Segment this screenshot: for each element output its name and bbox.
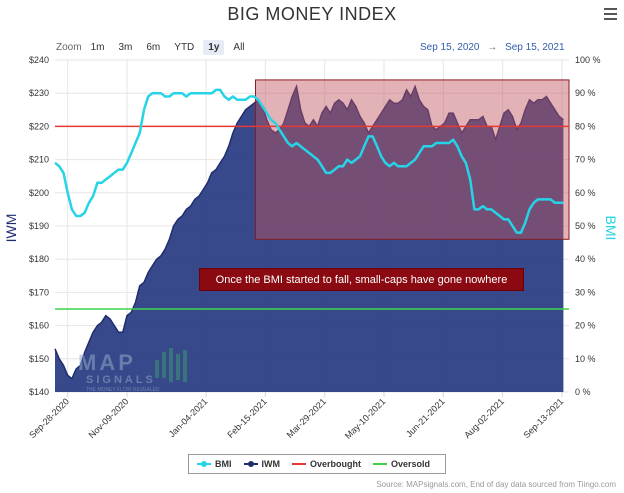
y-left-tick-label: $200: [29, 188, 49, 198]
hamburger-menu-icon[interactable]: [604, 8, 617, 20]
logo-mark-bar: [183, 350, 187, 382]
legend-oversold-label: Oversold: [391, 459, 431, 469]
logo-mark-bar: [169, 348, 173, 382]
zoom-label: Zoom: [56, 42, 82, 53]
logo-mark-bar: [162, 352, 166, 378]
y-left-tick-label: $230: [29, 88, 49, 98]
x-tick-label: Aug-02-2021: [462, 396, 506, 440]
x-tick-label: May-10-2021: [343, 396, 388, 441]
y-left-tick-label: $190: [29, 221, 49, 231]
highlight-region: [255, 79, 570, 240]
logo-mark-bar: [176, 354, 180, 380]
x-tick-label: Mar-29-2021: [285, 396, 329, 440]
zoom-all-button[interactable]: All: [233, 42, 245, 53]
source-credit: Source: MAPsignals.com, End of day data …: [376, 480, 616, 489]
y-right-tick-label: 90 %: [575, 88, 596, 98]
zoom-6m-button[interactable]: 6m: [146, 42, 161, 53]
range-from[interactable]: Sep 15, 2020: [420, 42, 480, 53]
y-right-tick-label: 10 %: [575, 354, 596, 364]
zoom-bar: Zoom 1m 3m 6m YTD 1y All: [56, 40, 254, 55]
y-right-axis-title: BMI: [603, 216, 619, 241]
y-right-tick-label: 30 %: [575, 287, 596, 297]
y-right-tick-label: 40 %: [575, 254, 596, 264]
legend-bmi-label: BMI: [215, 459, 232, 469]
y-left-tick-label: $170: [29, 287, 49, 297]
x-tick-label: Nov-09-2020: [87, 396, 131, 440]
zoom-1m-button[interactable]: 1m: [90, 42, 105, 53]
bmi-line: [54, 88, 564, 234]
x-tick-label: Sep-13-2021: [521, 396, 565, 440]
logo-text: MAP: [78, 350, 136, 375]
y-left-tick-label: $210: [29, 155, 49, 165]
y-right-tick-label: 80 %: [575, 121, 596, 131]
annotation-box: Once the BMI started to fall, small-caps…: [199, 268, 524, 291]
legend-iwm-swatch: [243, 461, 258, 467]
x-tick-label: Sep-28-2020: [27, 396, 71, 440]
y-right-tick-label: 0 %: [575, 387, 591, 397]
legend-overbought-label: Overbought: [310, 459, 361, 469]
legend-overbought-swatch: [292, 463, 306, 465]
map-signals-logo: MAP SIGNALS THE MONEY FLOW REVEALED: [78, 344, 188, 394]
y-left-tick-label: $180: [29, 254, 49, 264]
range-to[interactable]: Sep 15, 2021: [505, 42, 565, 53]
date-range: Sep 15, 2020 → Sep 15, 2021: [420, 42, 565, 53]
y-left-axis-title: IWM: [3, 214, 19, 243]
y-left-tick-label: $220: [29, 121, 49, 131]
logo-tagline: THE MONEY FLOW REVEALED: [86, 387, 160, 393]
y-right-tick-label: 50 %: [575, 221, 596, 231]
x-tick-label: Feb-15-2021: [225, 396, 269, 440]
y-left-tick-label: $160: [29, 321, 49, 331]
range-arrow: →: [487, 42, 498, 53]
y-left-tick-label: $140: [29, 387, 49, 397]
legend-item-oversold[interactable]: Oversold: [373, 459, 430, 469]
legend-oversold-swatch: [373, 463, 387, 465]
y-right-tick-label: 100 %: [575, 55, 601, 65]
zoom-3m-button[interactable]: 3m: [118, 42, 133, 53]
legend-item-iwm[interactable]: IWM: [243, 459, 281, 469]
y-right-tick-label: 70 %: [575, 155, 596, 165]
logo-mark-bar: [155, 360, 159, 378]
legend: BMI IWM Overbought Oversold: [188, 454, 446, 474]
y-left-tick-label: $150: [29, 354, 49, 364]
logo-subtext: SIGNALS: [86, 374, 156, 386]
y-right-tick-label: 20 %: [575, 321, 596, 331]
x-tick-label: Jan-04-2021: [167, 396, 210, 439]
legend-item-overbought[interactable]: Overbought: [292, 459, 361, 469]
chart-title: BIG MONEY INDEX: [227, 4, 397, 24]
y-right-tick-label: 60 %: [575, 188, 596, 198]
legend-item-bmi[interactable]: BMI: [197, 459, 232, 469]
x-tick-label: Jun-21-2021: [404, 396, 447, 439]
zoom-1y-button[interactable]: 1y: [203, 40, 225, 55]
y-left-tick-label: $240: [29, 55, 49, 65]
zoom-ytd-button[interactable]: YTD: [174, 42, 195, 53]
legend-bmi-swatch: [197, 461, 211, 467]
legend-iwm-label: IWM: [261, 459, 281, 469]
